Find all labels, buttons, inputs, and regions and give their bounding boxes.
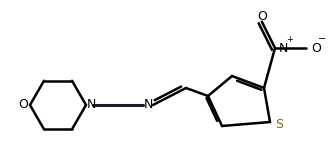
Text: O: O (311, 41, 321, 54)
Text: N: N (143, 99, 153, 112)
Text: N: N (279, 41, 288, 54)
Text: O: O (18, 99, 28, 112)
Text: O: O (257, 10, 267, 23)
Text: −: − (318, 34, 326, 44)
Text: S: S (275, 119, 283, 132)
Text: +: + (286, 35, 293, 44)
Text: N: N (87, 99, 96, 112)
